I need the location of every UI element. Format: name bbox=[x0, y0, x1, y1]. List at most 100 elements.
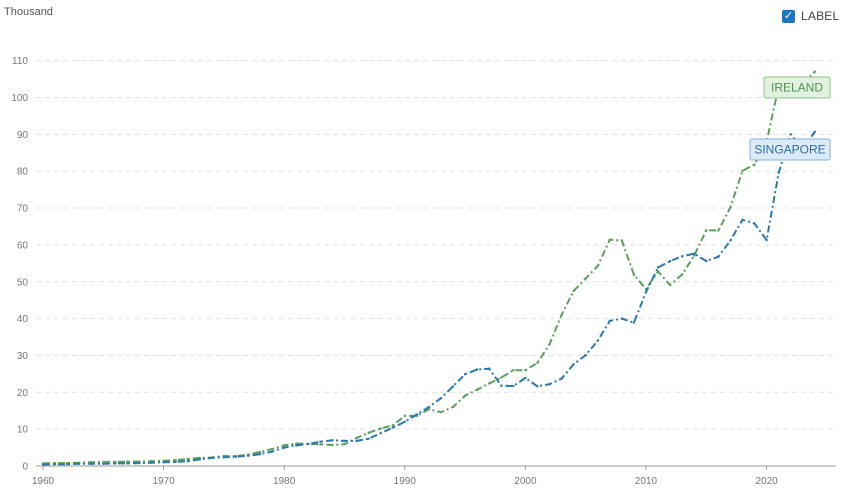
data-point-singapore bbox=[524, 376, 527, 380]
label-toggle[interactable]: ✓ LABEL bbox=[782, 9, 839, 23]
data-point-singapore bbox=[246, 454, 250, 457]
x-tick-label: 2000 bbox=[514, 476, 537, 487]
data-point-singapore bbox=[741, 218, 744, 222]
series-line-singapore bbox=[42, 131, 816, 466]
data-point-ireland bbox=[584, 277, 587, 280]
y-tick-label: 50 bbox=[17, 277, 29, 288]
data-point-singapore bbox=[283, 446, 286, 449]
y-tick-label: 40 bbox=[17, 314, 29, 325]
y-axis-ticks: 0 10 20 30 40 50 60 70 80 90 100 110 bbox=[11, 56, 28, 472]
data-point-ireland bbox=[475, 388, 479, 391]
data-point-ireland bbox=[270, 447, 274, 451]
data-point-singapore bbox=[53, 462, 57, 466]
data-point-singapore bbox=[331, 439, 334, 442]
data-point-ireland bbox=[608, 238, 612, 241]
data-point-singapore bbox=[680, 255, 684, 258]
data-point-singapore bbox=[668, 259, 672, 263]
y-tick-label: 30 bbox=[17, 351, 29, 362]
x-tick-label: 1990 bbox=[394, 476, 417, 487]
data-point-ireland bbox=[668, 283, 672, 287]
data-point-singapore bbox=[126, 462, 129, 465]
data-point-singapore bbox=[584, 353, 587, 357]
data-point-singapore bbox=[210, 456, 214, 460]
data-point-singapore bbox=[451, 385, 455, 388]
checkmark-icon[interactable]: ✓ bbox=[782, 9, 795, 23]
y-axis-unit-label: Thousand bbox=[4, 6, 53, 18]
data-point-singapore bbox=[644, 290, 648, 294]
data-point-singapore bbox=[222, 455, 226, 459]
data-point-singapore bbox=[90, 462, 93, 465]
data-point-singapore bbox=[355, 439, 358, 443]
data-point-singapore bbox=[403, 420, 406, 423]
data-point-ireland bbox=[391, 424, 394, 427]
data-point-singapore bbox=[500, 384, 503, 387]
data-point-singapore bbox=[753, 222, 756, 225]
annotation-label-singapore: SINGAPORE bbox=[754, 143, 825, 157]
data-point-singapore bbox=[198, 458, 201, 461]
x-tick-label: 1960 bbox=[32, 476, 55, 487]
data-point-ireland bbox=[102, 460, 105, 464]
data-point-ireland bbox=[560, 313, 563, 317]
data-point-ireland bbox=[536, 361, 539, 365]
series-annotations: IRELAND SINGAPORE bbox=[749, 76, 831, 161]
data-point-ireland bbox=[596, 264, 599, 268]
data-point-singapore bbox=[102, 462, 105, 465]
y-tick-label: 60 bbox=[17, 240, 29, 251]
data-point-singapore bbox=[620, 317, 624, 320]
data-point-singapore bbox=[813, 130, 817, 133]
data-point-ireland bbox=[705, 228, 708, 232]
data-point-ireland bbox=[753, 163, 756, 166]
data-point-ireland bbox=[813, 70, 817, 73]
data-point-ireland bbox=[295, 442, 298, 445]
data-point-singapore bbox=[415, 413, 419, 416]
data-point-singapore bbox=[258, 453, 262, 456]
data-point-singapore bbox=[391, 426, 394, 429]
data-point-singapore bbox=[777, 171, 780, 174]
annotation-box-singapore bbox=[749, 138, 831, 161]
y-tick-label: 0 bbox=[22, 462, 28, 473]
data-point-ireland bbox=[741, 169, 744, 173]
data-point-ireland bbox=[500, 376, 503, 379]
data-point-ireland bbox=[620, 239, 624, 242]
data-point-ireland bbox=[283, 444, 286, 447]
data-point-ireland bbox=[572, 289, 575, 293]
data-point-singapore bbox=[488, 367, 491, 370]
x-tick-label: 2020 bbox=[755, 476, 778, 487]
y-tick-label: 90 bbox=[17, 130, 29, 141]
data-point-ireland bbox=[331, 443, 334, 447]
data-point-singapore bbox=[174, 460, 177, 464]
data-point-ireland bbox=[451, 405, 455, 409]
data-point-ireland bbox=[126, 460, 129, 463]
data-point-singapore bbox=[150, 461, 153, 464]
annotation-label-ireland: IRELAND bbox=[771, 81, 823, 95]
data-point-singapore bbox=[656, 266, 660, 269]
data-point-singapore bbox=[717, 255, 720, 258]
data-point-singapore bbox=[548, 382, 551, 386]
data-point-singapore bbox=[295, 444, 298, 447]
data-point-singapore bbox=[765, 238, 768, 242]
x-axis-ticks: 1960 1970 1980 1990 2000 2010 2020 bbox=[32, 466, 778, 487]
series-lines bbox=[41, 70, 817, 466]
data-point-ireland bbox=[174, 458, 177, 462]
data-point-singapore bbox=[41, 463, 45, 466]
data-point-singapore bbox=[162, 461, 165, 464]
data-point-singapore bbox=[439, 396, 443, 400]
data-point-ireland bbox=[512, 368, 515, 372]
data-point-singapore bbox=[475, 368, 479, 371]
data-point-ireland bbox=[355, 436, 358, 440]
x-tick-label: 1980 bbox=[273, 476, 296, 487]
data-point-ireland bbox=[524, 368, 527, 372]
data-point-ireland bbox=[729, 206, 732, 209]
data-point-singapore bbox=[343, 439, 346, 443]
y-tick-label: 110 bbox=[12, 56, 28, 67]
y-tick-label: 10 bbox=[17, 425, 29, 436]
data-point-singapore bbox=[234, 455, 238, 458]
data-point-singapore bbox=[608, 319, 612, 323]
data-point-ireland bbox=[343, 443, 346, 446]
data-point-singapore bbox=[367, 437, 370, 440]
y-tick-label: 100 bbox=[11, 93, 28, 104]
data-point-singapore bbox=[319, 440, 322, 443]
data-point-singapore bbox=[536, 385, 539, 388]
data-point-ireland bbox=[367, 431, 370, 435]
